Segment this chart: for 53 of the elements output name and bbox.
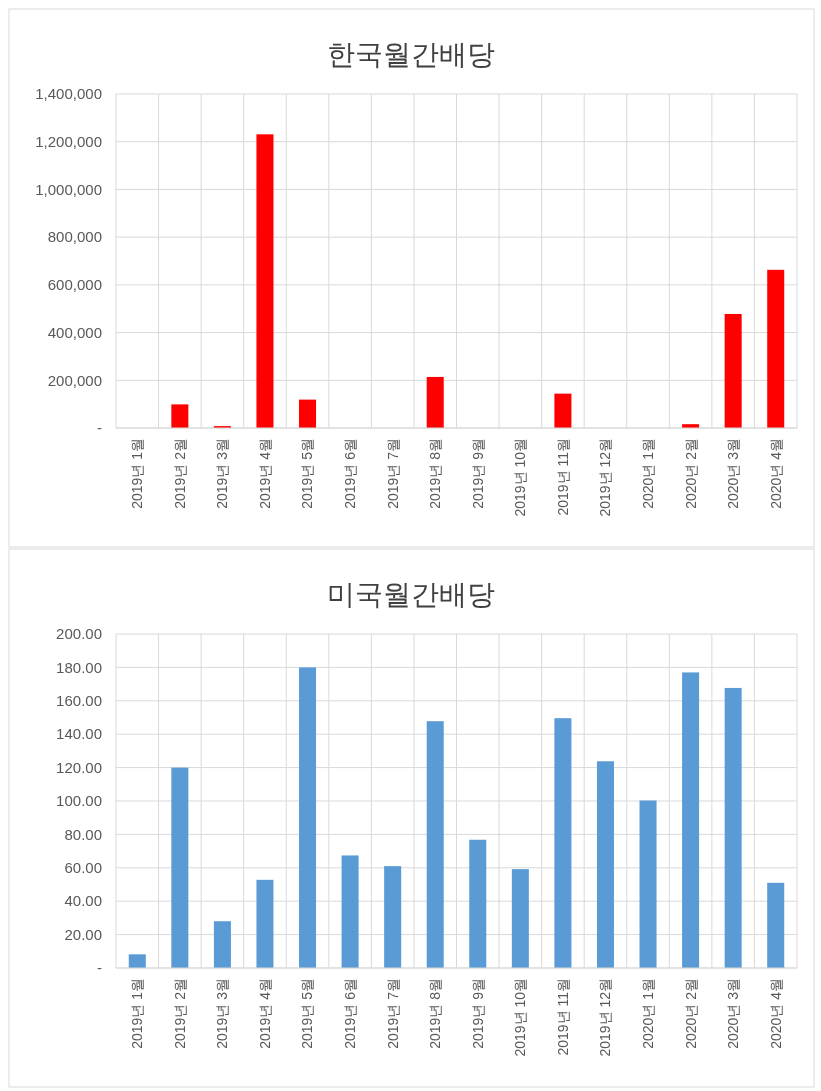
y-tick-label: 180.00 (56, 658, 102, 676)
x-tick-label: 2020년 3월 (725, 978, 742, 1049)
x-tick-label: 2019년 1월 (129, 438, 146, 509)
x-tick-label: 2019년 12월 (597, 438, 614, 517)
x-tick-label: 2019년 7월 (384, 978, 401, 1049)
x-tick-label: 2019년 8월 (427, 438, 444, 509)
x-tick-label: 2019년 7월 (384, 438, 401, 509)
y-tick-label: 20.00 (64, 925, 102, 943)
x-tick-label: 2019년 6월 (341, 438, 358, 509)
x-tick-label: 2020년 1월 (639, 978, 656, 1049)
x-tick-label: 2019년 10월 (512, 438, 529, 517)
x-tick-label: 2019년 3월 (214, 438, 231, 509)
y-tick-label: 1,400,000 (35, 85, 102, 103)
y-tick-label: 800,000 (47, 228, 102, 246)
y-tick-label: 120.00 (56, 758, 102, 776)
x-tick-label: 2019년 8월 (427, 978, 444, 1049)
x-tick-label: 2019년 2월 (171, 438, 188, 509)
y-tick-label: - (97, 419, 102, 437)
x-tick-label: 2019년 10월 (512, 978, 529, 1057)
y-tick-label: 160.00 (56, 692, 102, 710)
x-tick-label: 2019년 9월 (469, 438, 486, 509)
x-tick-label: 2020년 2월 (682, 438, 699, 509)
x-tick-label: 2019년 5월 (299, 438, 316, 509)
x-tick-label: 2019년 1월 (129, 978, 146, 1049)
chart-title: 한국월간배당 (326, 39, 495, 70)
y-tick-label: 600,000 (47, 276, 102, 294)
y-tick-label: 100.00 (56, 792, 102, 810)
y-tick-label: 60.00 (64, 859, 102, 877)
y-tick-label: 40.00 (64, 892, 102, 910)
y-tick-label: 200,000 (47, 371, 102, 389)
x-tick-label: 2019년 3월 (214, 978, 231, 1049)
y-tick-label: 200.00 (56, 625, 102, 643)
chart-title: 미국월간배당 (326, 579, 495, 610)
x-tick-label: 2019년 11월 (554, 438, 571, 516)
x-tick-label: 2019년 12월 (597, 978, 614, 1057)
x-tick-label: 2019년 6월 (341, 978, 358, 1049)
y-tick-label: 1,000,000 (35, 180, 102, 198)
x-tick-label: 2020년 4월 (767, 978, 784, 1049)
y-tick-label: 400,000 (47, 323, 102, 341)
y-tick-label: 80.00 (64, 825, 102, 843)
x-tick-label: 2019년 5월 (299, 978, 316, 1049)
x-tick-label: 2019년 9월 (469, 978, 486, 1049)
x-tick-label: 2019년 4월 (256, 978, 273, 1049)
x-tick-label: 2019년 4월 (256, 438, 273, 509)
y-tick-label: - (97, 959, 102, 977)
x-tick-label: 2019년 2월 (171, 978, 188, 1049)
x-tick-label: 2020년 4월 (767, 438, 784, 509)
x-tick-label: 2019년 11월 (554, 978, 571, 1056)
x-tick-label: 2020년 3월 (725, 438, 742, 509)
x-tick-label: 2020년 1월 (639, 438, 656, 509)
x-tick-label: 2020년 2월 (682, 978, 699, 1049)
y-tick-label: 1,200,000 (35, 132, 102, 150)
y-tick-label: 140.00 (56, 725, 102, 743)
